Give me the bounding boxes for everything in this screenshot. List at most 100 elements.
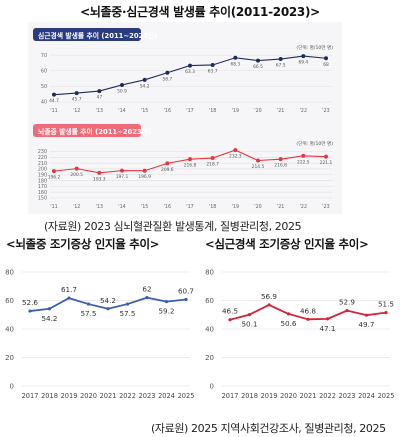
- mi-awareness-ytick-2: 40: [205, 326, 214, 334]
- mi-incidence-point-0: [52, 92, 56, 97]
- stroke-incidence-value-label-6: 216.8: [184, 163, 197, 169]
- mi-incidence-chart: 심근경색 발생률 추이 (2011~2023년) (단위: 명/10만 명) 40 5…: [33, 28, 333, 114]
- stroke-awareness-xtick-6: 2023: [139, 392, 156, 400]
- stroke-incidence-point-8: [233, 148, 238, 153]
- stroke-incidence-ytick-8: 230: [38, 149, 47, 155]
- mi-incidence-value-label-10: 67.5: [276, 63, 286, 69]
- mi-incidence-title: 심근경색 발생률 추이 (2011~2023년): [38, 31, 157, 40]
- mi-awareness-point-5: [325, 317, 330, 321]
- mi-awareness-point-0: [228, 318, 232, 322]
- stroke-awareness-xtick-5: 2022: [119, 392, 136, 400]
- mi-awareness-value-label-8: 51.5: [378, 300, 394, 309]
- mi-awareness-point-2: [267, 303, 271, 307]
- mi-incidence-xtick-12: '23: [322, 108, 329, 114]
- stroke-incidence-value-label-7: 218.7: [206, 162, 219, 168]
- mi-awareness-xtick-8: 2025: [378, 392, 395, 400]
- stroke-awareness-ytick-2: 40: [5, 326, 14, 334]
- stroke-incidence-xtick-4: '15: [141, 204, 148, 210]
- stroke-awareness-xtick-7: 2024: [158, 392, 175, 400]
- mi-awareness-xtick-3: 2020: [280, 392, 297, 400]
- stroke-incidence-point-7: [210, 156, 215, 161]
- mi-incidence-xtick-11: '22: [300, 108, 307, 114]
- stroke-awareness-point-4: [106, 307, 110, 311]
- stroke-incidence-point-4: [142, 168, 147, 173]
- mi-incidence-point-10: [278, 57, 283, 62]
- mi-incidence-point-11: [301, 54, 306, 59]
- stroke-incidence-chart: 뇌졸중 발생률 추이 (2011~2023년)(단위: 명/10만 명)1501…: [33, 124, 333, 210]
- mi-incidence-value-label-11: 69.4: [298, 60, 308, 66]
- stroke-incidence-xtick-3: '14: [118, 204, 125, 210]
- mi-incidence-value-label-12: 68: [323, 62, 329, 68]
- stroke-incidence-ytick-6: 210: [38, 161, 47, 167]
- incidence-panel: 심근경색 발생률 추이 (2011~2023년) (단위: 명/10만 명) 40 5…: [28, 22, 342, 214]
- mi-awareness-xtick-4: 2021: [300, 392, 317, 400]
- mi-awareness-ytick-3: 60: [205, 297, 214, 305]
- stroke-incidence-title-tag: [33, 124, 141, 137]
- mi-incidence-xtick-2: '13: [96, 108, 103, 114]
- mi-awareness-xtick-1: 2018: [241, 392, 258, 400]
- mi-incidence-value-label-4: 54.2: [140, 83, 150, 89]
- mi-incidence-value-label-9: 66.5: [253, 64, 263, 70]
- stroke-awareness-value-label-7: 59.2: [158, 307, 174, 316]
- mi-awareness-value-label-4: 46.8: [300, 306, 316, 315]
- mi-incidence-ytick-1: 50: [41, 84, 47, 90]
- stroke-awareness-point-2: [67, 296, 71, 300]
- mi-awareness-point-7: [364, 313, 369, 317]
- stroke-incidence-xtick-0: '11: [50, 204, 57, 210]
- stroke-incidence-point-12: [324, 154, 328, 159]
- stroke-awareness-value-label-4: 54.2: [100, 296, 116, 305]
- stroke-incidence-value-label-11: 222.5: [297, 159, 310, 165]
- stroke-incidence-unit-note: (단위: 명/10만 명): [296, 140, 333, 147]
- mi-awareness-point-8: [384, 311, 388, 315]
- stroke-incidence-value-label-8: 232.3: [229, 154, 242, 160]
- stroke-incidence-ytick-7: 220: [38, 155, 47, 161]
- stroke-awareness-value-label-6: 62: [142, 285, 151, 294]
- stroke-incidence-series-line: [53, 149, 327, 174]
- stroke-awareness-value-label-5: 57.5: [119, 309, 135, 318]
- mi-awareness-value-label-2: 56.9: [261, 292, 277, 301]
- stroke-awareness-point-3: [86, 302, 91, 306]
- stroke-awareness-ytick-3: 60: [5, 297, 14, 305]
- mi-awareness-ytick-4: 80: [205, 269, 214, 277]
- stroke-awareness-point-8: [184, 297, 188, 302]
- mi-incidence-xtick-1: '12: [73, 108, 80, 114]
- mi-incidence-value-label-3: 50.9: [117, 88, 127, 94]
- source-bottom: (자료원) 2025 지역사회건강조사, 질병관리청, 2025: [151, 422, 386, 435]
- mi-awareness-xtick-7: 2024: [358, 392, 375, 400]
- mi-awareness-xtick-5: 2022: [319, 392, 336, 400]
- stroke-incidence-ytick-5: 200: [38, 167, 47, 173]
- mi-incidence-xtick-3: '14: [118, 108, 125, 114]
- mi-awareness-xtick-0: 2017: [222, 392, 239, 400]
- stroke-incidence-title: 뇌졸중 발생률 추이 (2011~2023년): [38, 127, 151, 136]
- stroke-incidence-xtick-9: '20: [254, 204, 261, 210]
- mi-awareness-value-label-5: 47.1: [319, 324, 335, 333]
- stroke-awareness-xtick-8: 2025: [178, 392, 195, 400]
- stroke-incidence-ytick-3: 180: [38, 178, 47, 184]
- stroke-incidence-xtick-7: '18: [209, 204, 216, 210]
- stroke-incidence-point-9: [256, 158, 260, 163]
- stroke-awareness-xtick-1: 2018: [41, 392, 58, 400]
- stroke-incidence-point-10: [278, 157, 283, 162]
- mi-incidence-value-label-8: 68.3: [230, 61, 240, 67]
- stroke-incidence-value-label-4: 196.9: [138, 174, 151, 180]
- stroke-awareness-xtick-4: 2021: [100, 392, 117, 400]
- mi-incidence-point-2: [97, 89, 102, 94]
- mi-incidence-series-line: [53, 55, 327, 96]
- mi-incidence-point-12: [324, 56, 328, 61]
- stroke-incidence-point-0: [52, 169, 56, 174]
- mi-incidence-point-8: [233, 55, 238, 60]
- mi-awareness-xtick-2: 2019: [261, 392, 278, 400]
- stroke-awareness-ytick-1: 20: [5, 354, 14, 362]
- mi-incidence-xtick-10: '21: [277, 108, 284, 114]
- mi-incidence-point-4: [142, 77, 147, 82]
- mi-incidence-ytick-2: 60: [41, 68, 47, 74]
- main-title: <뇌졸중·심근경색 발생률 추이(2011-2023)>: [80, 5, 320, 19]
- stroke-incidence-xtick-12: '23: [322, 204, 329, 210]
- stroke-incidence-point-1: [74, 166, 79, 171]
- stroke-incidence-point-2: [97, 170, 102, 175]
- stroke-awareness-title: <뇌졸중 조기증상 인지율 추이>: [6, 237, 160, 251]
- stroke-incidence-xtick-11: '22: [300, 204, 307, 210]
- mi-incidence-point-6: [188, 63, 192, 68]
- stroke-awareness-point-0: [28, 309, 32, 313]
